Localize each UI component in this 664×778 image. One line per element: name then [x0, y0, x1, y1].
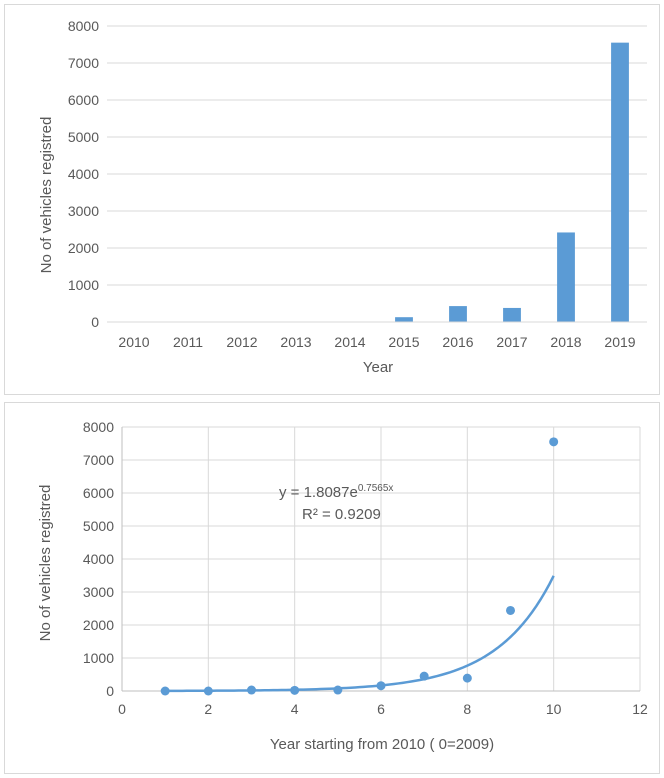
scatter-x-tick-label: 0 — [118, 701, 126, 717]
scatter-y-tick-label: 5000 — [83, 518, 114, 534]
bar-x-tick-label: 2012 — [226, 334, 257, 350]
bar-y-tick-label: 1000 — [68, 277, 99, 293]
scatter-point — [203, 686, 213, 696]
bar-x-axis-title: Year — [363, 359, 393, 376]
bar-x-tick-label: 2014 — [334, 334, 365, 350]
bar-y-tick-label: 4000 — [68, 166, 99, 182]
bar-series — [395, 42, 629, 323]
bar-x-tick-label: 2016 — [442, 334, 473, 350]
bar-y-tick-label: 5000 — [68, 129, 99, 145]
r-squared-label: R² = 0.9209 — [302, 506, 381, 523]
equation-base: y = 1.8087e — [279, 484, 358, 501]
scatter-point — [160, 686, 170, 696]
scatter-y-tick-label: 8000 — [83, 419, 114, 435]
scatter-y-tick-label: 0 — [106, 683, 114, 699]
equation-exponent: 0.7565x — [358, 483, 394, 494]
scatter-y-tick-label: 3000 — [83, 584, 114, 600]
scatter-series — [160, 437, 559, 696]
scatter-chart: 0 1000 2000 3000 4000 5000 6000 7000 8000 0 2 4 6 8 10… — [37, 419, 648, 753]
bar-y-tick-label: 7000 — [68, 55, 99, 71]
bar-y-tick-label: 2000 — [68, 240, 99, 256]
bar-x-tick-label: 2015 — [388, 334, 419, 350]
scatter-chart-panel: 0 1000 2000 3000 4000 5000 6000 7000 8000 0 2 4 6 8 10… — [4, 402, 660, 774]
scatter-y-axis-title: No of vehicles registred — [37, 485, 54, 642]
scatter-y-tick-label: 6000 — [83, 485, 114, 501]
bar-chart: 0 1000 2000 3000 4000 5000 6000 7000 8000 2010 201… — [38, 18, 647, 376]
scatter-point — [376, 681, 386, 691]
bar — [557, 232, 575, 322]
bar-y-tick-label: 6000 — [68, 92, 99, 108]
scatter-y-tick-label: 4000 — [83, 551, 114, 567]
bar-axes: 0 1000 2000 3000 4000 5000 6000 7000 8000 2010 201… — [68, 18, 647, 350]
scatter-y-tick-label: 2000 — [83, 617, 114, 633]
scatter-y-tick-label: 1000 — [83, 650, 114, 666]
scatter-point — [247, 685, 256, 695]
scatter-x-tick-label: 4 — [291, 701, 299, 717]
bar-y-tick-label: 3000 — [68, 203, 99, 219]
scatter-y-tick-label: 7000 — [83, 452, 114, 468]
bar-gridlines — [107, 25, 647, 286]
bar-x-tick-label: 2017 — [496, 334, 527, 350]
scatter-point — [549, 437, 559, 447]
scatter-x-axis-title: Year starting from 2010 ( 0=2009) — [270, 736, 494, 753]
bar — [611, 42, 629, 323]
scatter-x-tick-label: 2 — [204, 701, 212, 717]
bar-y-axis-title: No of vehicles registred — [38, 117, 55, 274]
bar-x-tick-label: 2011 — [173, 334, 203, 350]
bar-y-tick-label: 8000 — [68, 18, 99, 34]
scatter-x-tick-label: 6 — [377, 701, 385, 717]
trendline-equation: y = 1.8087e0.7565x — [279, 483, 393, 501]
scatter-point — [506, 605, 515, 615]
bar-x-tick-label: 2010 — [118, 334, 149, 350]
bar-x-tick-label: 2013 — [280, 334, 311, 350]
bar-y-tick-label: 0 — [91, 314, 99, 330]
scatter-point — [290, 685, 300, 695]
scatter-x-tick-label: 12 — [632, 701, 648, 717]
bar — [395, 317, 413, 322]
scatter-axes: 0 1000 2000 3000 4000 5000 6000 7000 8000 0 2 4 6 8 10… — [83, 419, 648, 717]
bar-chart-panel: 0 1000 2000 3000 4000 5000 6000 7000 8000 2010 201… — [4, 4, 660, 395]
bar-x-tick-label: 2019 — [604, 334, 635, 350]
bar — [449, 306, 467, 322]
scatter-x-tick-label: 8 — [463, 701, 471, 717]
scatter-point — [462, 673, 472, 683]
exponential-trendline — [165, 575, 555, 693]
scatter-x-tick-label: 10 — [546, 701, 562, 717]
scatter-point — [333, 685, 343, 695]
scatter-gridlines — [122, 426, 641, 691]
scatter-point — [419, 671, 429, 681]
bar — [503, 307, 521, 322]
bar-x-tick-label: 2018 — [550, 334, 581, 350]
